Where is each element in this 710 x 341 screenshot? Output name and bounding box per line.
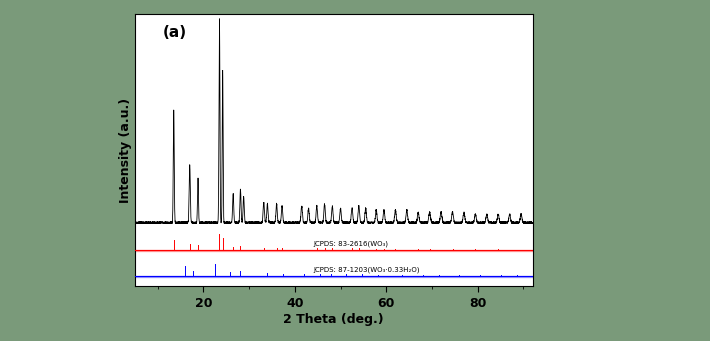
Bar — [135, 276, 532, 277]
Bar — [135, 250, 532, 251]
Text: JCPDS: 87-1203(WO₃·0.33H₂O): JCPDS: 87-1203(WO₃·0.33H₂O) — [313, 266, 420, 273]
Y-axis label: Intensity (a.u.): Intensity (a.u.) — [119, 98, 132, 203]
X-axis label: 2 Theta (deg.): 2 Theta (deg.) — [283, 313, 384, 326]
Text: JCPDS: 83-2616(WO₃): JCPDS: 83-2616(WO₃) — [313, 241, 388, 247]
Text: (a): (a) — [163, 25, 187, 40]
